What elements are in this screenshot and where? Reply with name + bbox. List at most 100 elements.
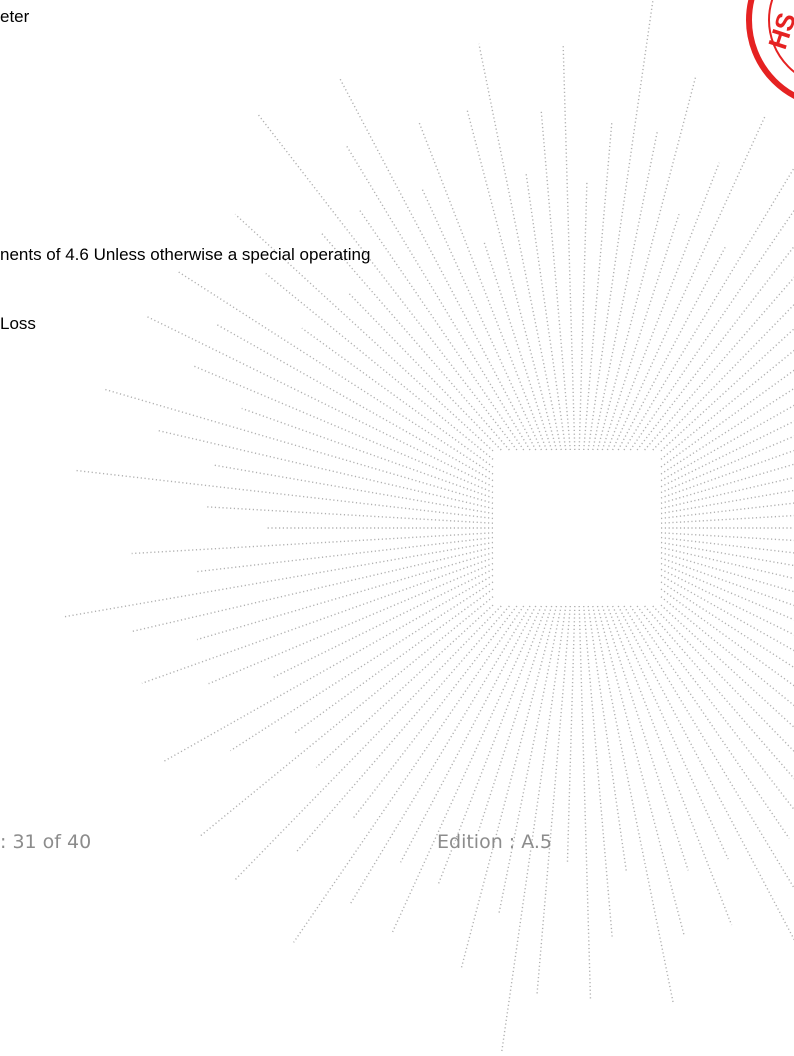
watermark-ray [601, 605, 689, 871]
watermark-ray [583, 605, 613, 937]
watermark-ray [660, 546, 794, 580]
watermark-ray [230, 581, 494, 752]
watermark-ray [195, 536, 494, 573]
watermark-ray [592, 131, 658, 451]
watermark-ray [399, 605, 537, 863]
watermark-ray [611, 114, 767, 451]
watermark-ray [321, 232, 510, 451]
watermark-ray [241, 407, 494, 499]
watermark-ray [660, 581, 794, 669]
watermark-ray [660, 502, 794, 520]
watermark-ray [347, 292, 502, 451]
watermark-ray [611, 605, 729, 860]
watermark-ray [293, 605, 525, 943]
watermark-ray [660, 476, 794, 510]
watermark-ray [525, 173, 567, 451]
watermark-ray [660, 557, 794, 607]
watermark-ray [64, 541, 494, 618]
watermark-ray [623, 605, 794, 890]
watermark-ray [660, 596, 794, 707]
watermark-ray [257, 114, 518, 451]
watermark-ray [644, 605, 794, 780]
watermark-ray [644, 276, 794, 451]
watermark-ray [660, 532, 794, 542]
watermark-ray [660, 541, 794, 567]
watermark-ray [301, 327, 494, 468]
watermark-ray [660, 404, 794, 482]
watermark-ray [660, 449, 794, 499]
watermark-ray [478, 43, 562, 451]
body-text-line-1: eter [0, 7, 30, 26]
watermark-ray [652, 303, 794, 451]
watermark-ray [216, 323, 494, 482]
watermark-ray [596, 605, 685, 937]
watermark-ray [660, 514, 794, 524]
watermark-ray [176, 270, 494, 475]
watermark-ray [477, 605, 553, 833]
watermark-ray [601, 213, 680, 451]
watermark-ray [578, 605, 592, 1000]
watermark-ray [660, 420, 794, 488]
watermark-ray [293, 588, 494, 735]
watermark-ray [617, 246, 727, 451]
watermark-ray [660, 552, 794, 593]
watermark-ray [660, 327, 794, 452]
watermark-ray [420, 187, 543, 451]
watermark-ray [587, 0, 654, 451]
watermark-ray [636, 605, 794, 811]
watermark-ray [652, 605, 794, 753]
watermark-ray [466, 110, 558, 451]
watermark-ray [437, 605, 548, 885]
watermark-ray [660, 574, 794, 652]
watermark-ray [660, 568, 794, 636]
watermark-ray [498, 605, 562, 915]
watermark-ray [566, 605, 576, 864]
watermark-ray [583, 121, 613, 451]
watermark-ray [660, 369, 794, 468]
watermark-ray [606, 605, 733, 926]
watermark-ray [660, 387, 794, 475]
watermark-ray [391, 605, 543, 933]
watermark-ray [234, 213, 494, 452]
watermark-ray [578, 182, 588, 451]
watermark-ray [214, 464, 494, 515]
watermark-ray [418, 121, 548, 451]
watermark-ray [345, 144, 531, 451]
watermark-ray [315, 604, 494, 768]
watermark-ray [196, 552, 494, 641]
watermark-ray [592, 605, 674, 1003]
watermark-ray [163, 574, 494, 762]
watermark-ray [205, 506, 494, 524]
watermark-ray [660, 489, 794, 515]
watermark-ray [660, 588, 794, 687]
body-text-line-3: Loss [0, 314, 36, 333]
watermark-ray [483, 242, 553, 451]
watermark-ray [104, 388, 494, 504]
footer-edition: Edition : A.5 [437, 831, 553, 853]
watermark-ray [660, 536, 794, 554]
watermark-ray [273, 568, 494, 678]
watermark-ray [352, 605, 518, 819]
watermark-ray [76, 469, 494, 520]
watermark-ray [660, 349, 794, 460]
watermark-ray [596, 77, 697, 451]
watermark-ray [234, 605, 502, 880]
watermark-ray [158, 429, 494, 510]
watermark-ray [296, 605, 510, 852]
watermark-ray [562, 46, 576, 451]
watermark-ray [349, 605, 531, 906]
watermark-ray [587, 605, 628, 873]
watermark-ray [629, 605, 790, 839]
watermark-ray [141, 557, 494, 684]
watermark-ray [636, 245, 794, 451]
watermark-ray [460, 605, 558, 970]
watermark-ray [623, 166, 794, 451]
body-text-line-2: nents of 4.6 Unless otherwise a special … [0, 245, 371, 264]
watermark-ray [606, 162, 720, 451]
watermark-ray [617, 605, 794, 941]
watermark-ray [629, 209, 794, 451]
watermark-ray [536, 605, 571, 995]
watermark-ray [131, 532, 494, 555]
